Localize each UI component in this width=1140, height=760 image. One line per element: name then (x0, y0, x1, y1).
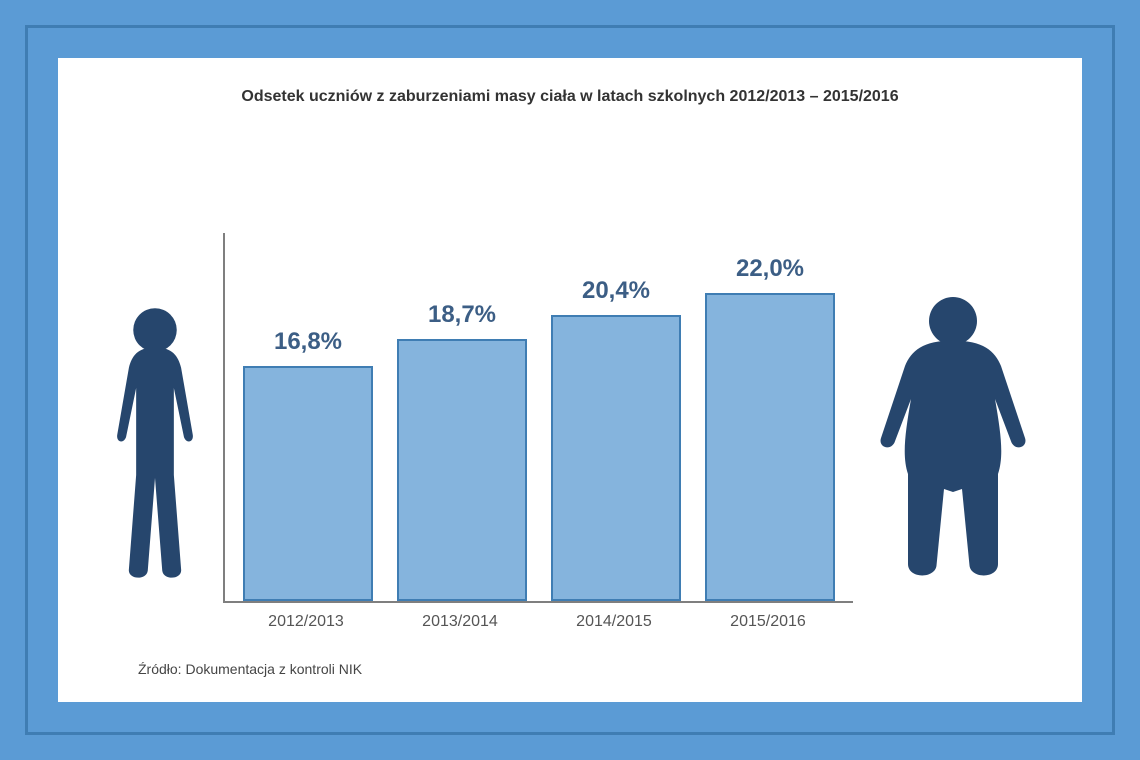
x-axis-label: 2014/2015 (549, 613, 679, 631)
bar-value-label: 18,7% (428, 301, 496, 329)
bar-rect (243, 366, 373, 601)
x-axis-label: 2012/2013 (241, 613, 371, 631)
bar-2013-2014: 18,7% (397, 301, 527, 601)
bar-chart: 16,8% 18,7% 20,4% 22,0% 2012/2013 2013/2014 2… (213, 233, 863, 631)
x-axis-label: 2013/2014 (395, 613, 525, 631)
bar-2015-2016: 22,0% (705, 255, 835, 601)
bar-rect (705, 293, 835, 601)
wide-child-icon (863, 291, 1043, 591)
thin-child-icon (97, 301, 213, 591)
chart-area: 16,8% 18,7% 20,4% 22,0% 2012/2013 2013/2014 2… (103, 146, 1037, 631)
bar-2014-2015: 20,4% (551, 277, 681, 601)
source-text: Źródło: Dokumentacja z kontroli NIK (138, 661, 1037, 677)
bar-value-label: 22,0% (736, 255, 804, 283)
bar-value-label: 20,4% (582, 277, 650, 305)
bar-value-label: 16,8% (274, 328, 342, 356)
x-axis-label: 2015/2016 (703, 613, 833, 631)
bar-rect (551, 315, 681, 601)
wide-child-figure (863, 146, 1043, 631)
bar-rect (397, 339, 527, 601)
bar-2012-2013: 16,8% (243, 328, 373, 601)
thin-child-figure (97, 146, 213, 631)
chart-title: Odsetek uczniów z zaburzeniami masy ciał… (103, 88, 1037, 106)
